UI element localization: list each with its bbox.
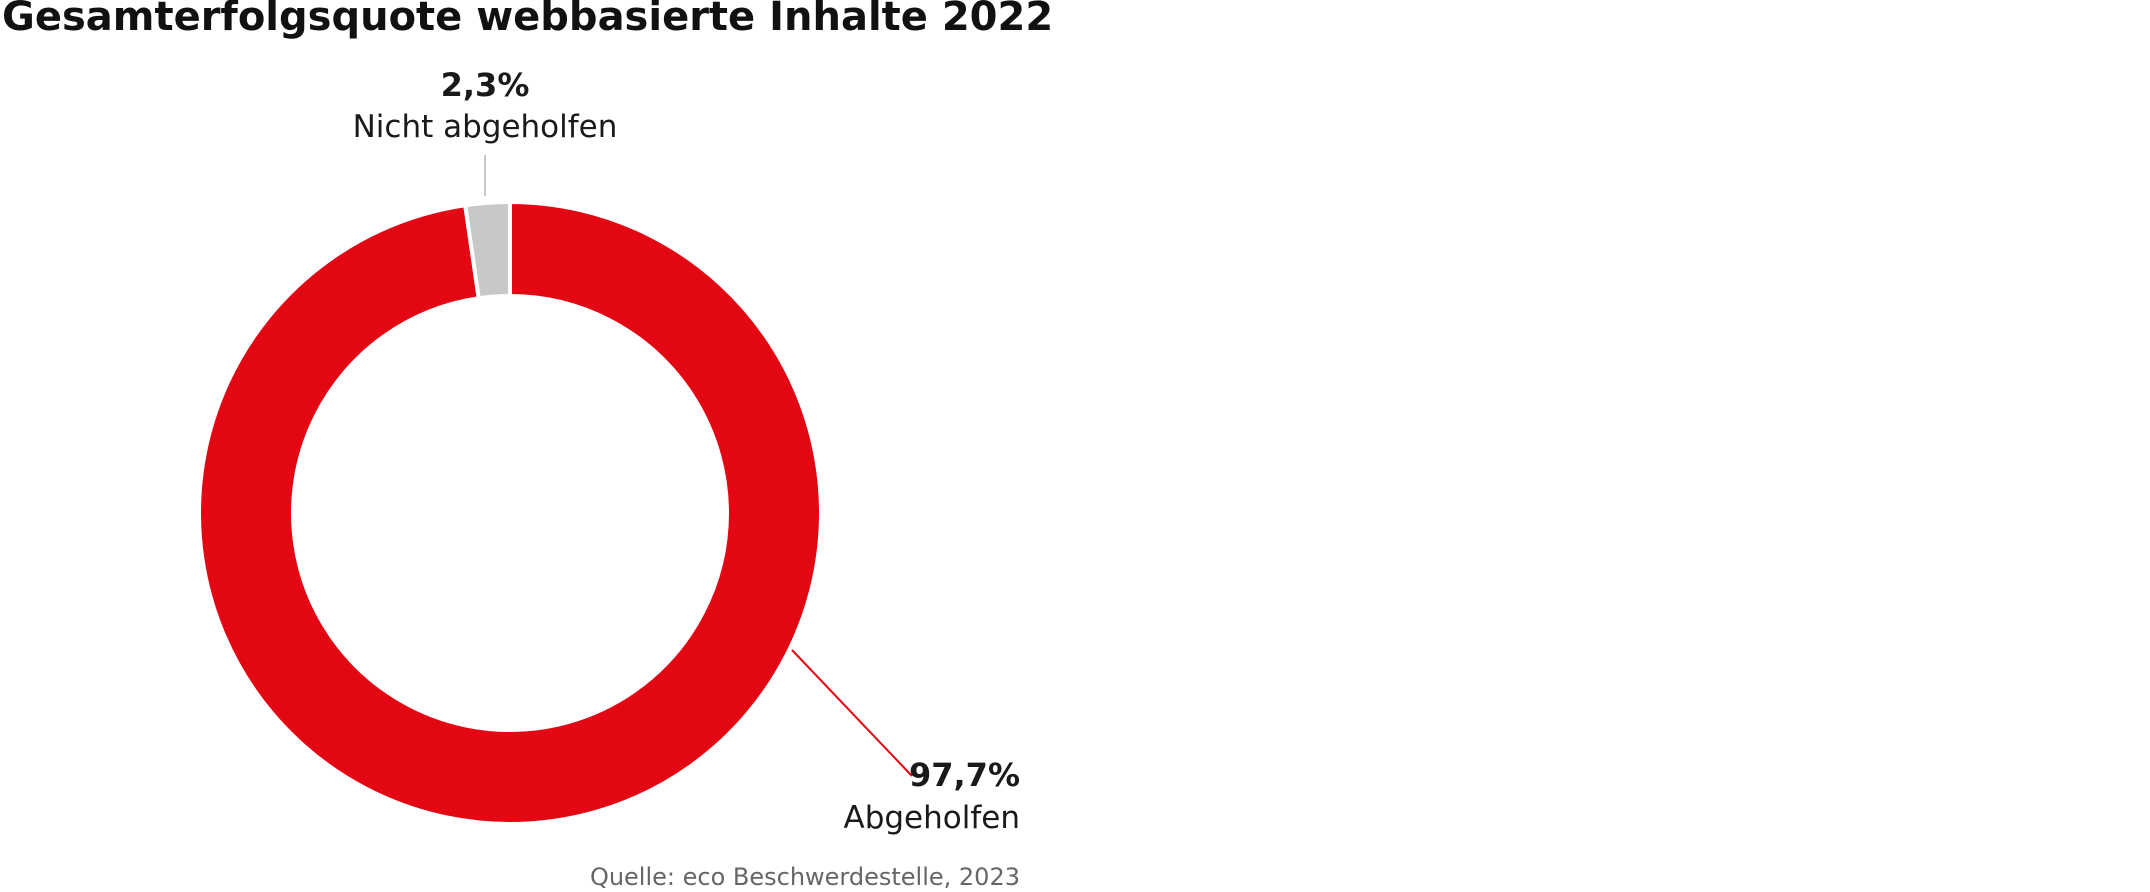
value-label-nicht-abgeholfen: 2,3% [441, 66, 530, 104]
category-label-abgeholfen: Abgeholfen [844, 800, 1021, 836]
donut-slices [197, 199, 823, 826]
slice-abgeholfen [197, 199, 823, 826]
leader-line-abgeholfen [791, 649, 913, 777]
value-label-abgeholfen: 97,7% [909, 756, 1020, 794]
source-note: Quelle: eco Beschwerdestelle, 2023 [590, 863, 1020, 891]
slice-nicht-abgeholfen [462, 199, 512, 301]
chart-title: Gesamterfolgsquote webbasierte Inhalte 2… [2, 0, 1053, 40]
category-label-nicht-abgeholfen: Nicht abgeholfen [353, 109, 618, 145]
